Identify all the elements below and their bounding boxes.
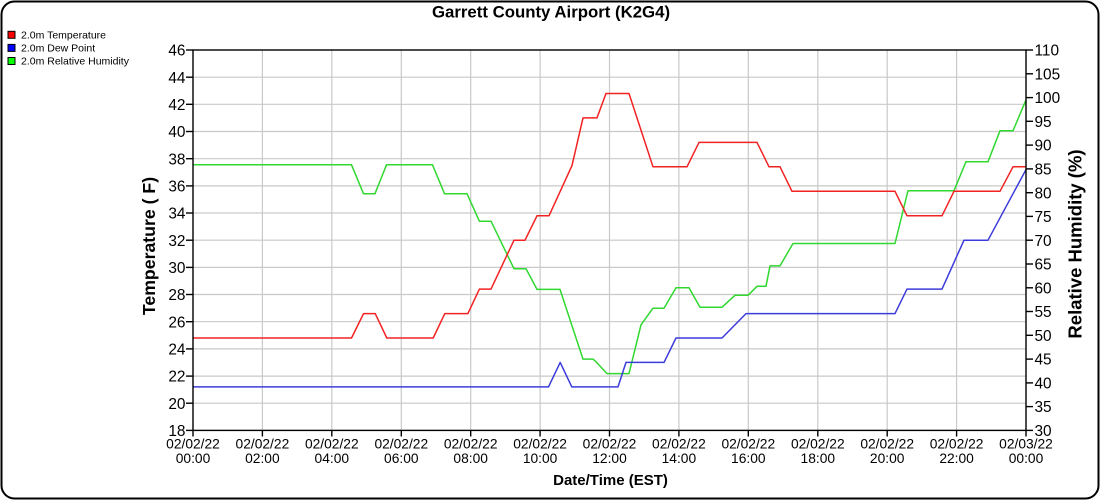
svg-text:40: 40 [168,124,185,141]
svg-text:02/02/22: 02/02/22 [374,436,428,451]
svg-text:40: 40 [1035,376,1052,393]
svg-text:90: 90 [1035,138,1052,155]
svg-text:38: 38 [168,151,185,168]
svg-text:Relative Humidity (%): Relative Humidity (%) [1065,149,1086,338]
svg-text:85: 85 [1035,162,1052,179]
svg-text:80: 80 [1035,185,1052,202]
svg-text:22: 22 [168,369,185,386]
svg-text:75: 75 [1035,209,1052,226]
svg-text:12:00: 12:00 [592,451,627,466]
svg-text:30: 30 [1035,423,1052,440]
svg-text:70: 70 [1035,233,1052,250]
svg-text:02/02/22: 02/02/22 [721,436,775,451]
svg-text:95: 95 [1035,114,1052,131]
svg-text:Garrett County Airport (K2G4): Garrett County Airport (K2G4) [432,3,670,22]
svg-text:46: 46 [168,43,185,60]
svg-text:50: 50 [1035,328,1052,345]
svg-text:14:00: 14:00 [662,451,697,466]
svg-text:42: 42 [168,97,185,114]
svg-text:65: 65 [1035,257,1052,274]
svg-text:105: 105 [1035,66,1061,83]
svg-text:02/02/22: 02/02/22 [930,436,984,451]
svg-text:02/02/22: 02/02/22 [583,436,637,451]
svg-text:02/02/22: 02/02/22 [305,436,359,451]
svg-text:2.0m Relative Humidity: 2.0m Relative Humidity [21,56,130,68]
svg-text:18:00: 18:00 [801,451,836,466]
svg-text:02/02/22: 02/02/22 [652,436,706,451]
svg-text:16:00: 16:00 [731,451,766,466]
svg-text:10:00: 10:00 [523,451,558,466]
svg-text:18: 18 [168,423,185,440]
svg-text:100: 100 [1035,90,1061,107]
svg-text:20:00: 20:00 [870,451,905,466]
svg-text:00:00: 00:00 [176,451,211,466]
svg-text:02/02/22: 02/02/22 [860,436,914,451]
svg-text:04:00: 04:00 [315,451,350,466]
svg-text:26: 26 [168,314,185,331]
svg-text:35: 35 [1035,399,1052,416]
svg-text:44: 44 [168,70,186,87]
svg-text:02/03/22: 02/03/22 [999,436,1053,451]
svg-text:2.0m Dew Point: 2.0m Dew Point [21,42,95,54]
svg-text:2.0m Temperature: 2.0m Temperature [21,29,106,41]
svg-text:00:00: 00:00 [1009,451,1044,466]
svg-text:02/02/22: 02/02/22 [513,436,567,451]
svg-text:55: 55 [1035,304,1052,321]
svg-text:06:00: 06:00 [384,451,419,466]
svg-text:Date/Time (EST): Date/Time (EST) [553,472,668,489]
svg-text:02/02/22: 02/02/22 [444,436,498,451]
svg-text:08:00: 08:00 [453,451,488,466]
svg-text:02/02/22: 02/02/22 [236,436,290,451]
svg-text:45: 45 [1035,352,1052,369]
svg-text:30: 30 [168,260,185,277]
svg-text:60: 60 [1035,280,1052,297]
svg-text:02/02/22: 02/02/22 [791,436,845,451]
svg-text:24: 24 [168,342,186,359]
svg-text:34: 34 [168,206,186,223]
svg-text:32: 32 [168,233,185,250]
svg-text:02:00: 02:00 [245,451,280,466]
svg-text:36: 36 [168,179,185,196]
svg-text:20: 20 [168,396,185,413]
svg-text:Temperature ( F): Temperature ( F) [139,177,159,315]
svg-text:110: 110 [1035,43,1060,60]
svg-text:22:00: 22:00 [939,451,974,466]
svg-text:02/02/22: 02/02/22 [166,436,220,451]
svg-text:28: 28 [168,287,185,304]
